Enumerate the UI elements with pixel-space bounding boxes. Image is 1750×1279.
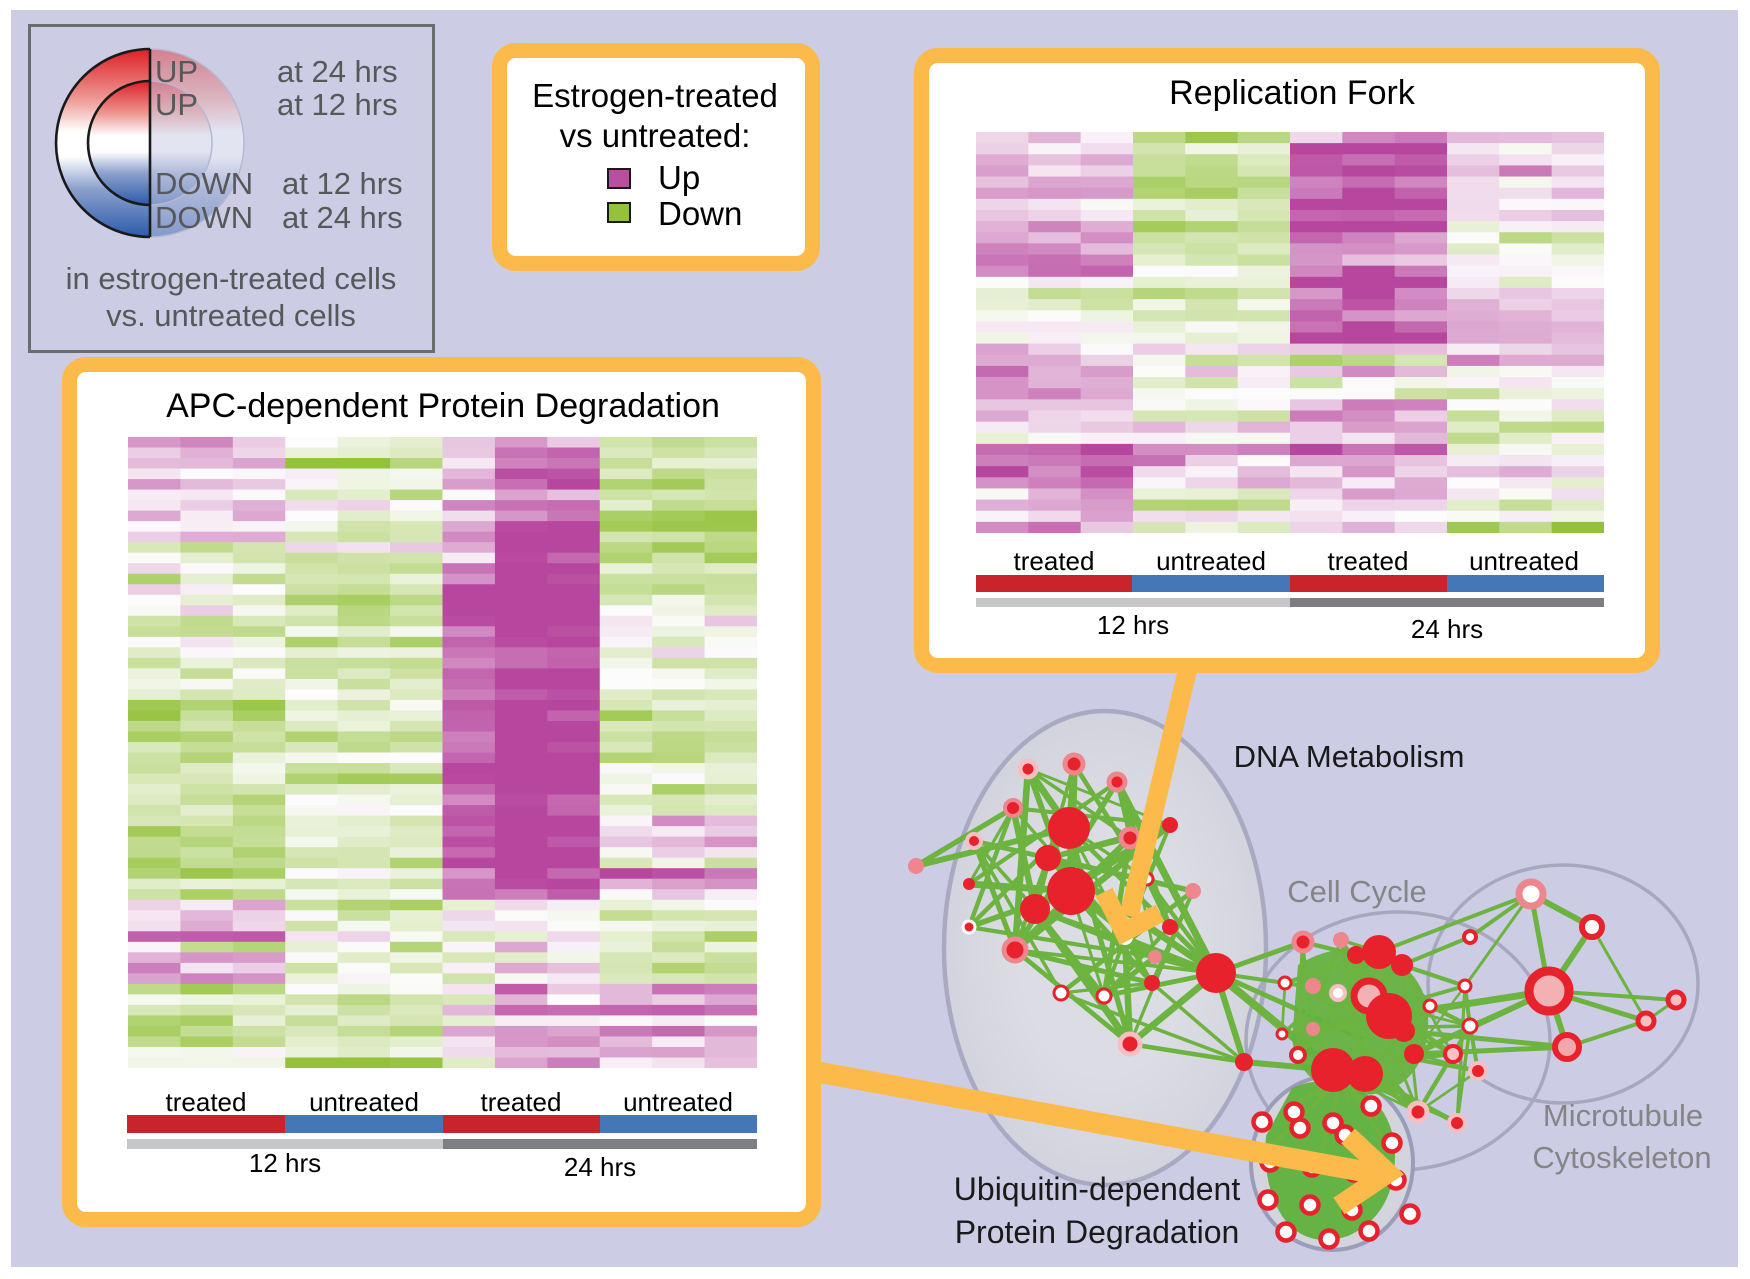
svg-text:Ubiquitin-dependent: Ubiquitin-dependent: [954, 1171, 1241, 1207]
svg-text:Cell Cycle: Cell Cycle: [1287, 874, 1427, 909]
svg-text:Protein Degradation: Protein Degradation: [955, 1214, 1240, 1250]
svg-text:Cytoskeleton: Cytoskeleton: [1532, 1140, 1711, 1175]
svg-text:DNA Metabolism: DNA Metabolism: [1234, 739, 1465, 774]
svg-text:Microtubule: Microtubule: [1543, 1098, 1703, 1133]
